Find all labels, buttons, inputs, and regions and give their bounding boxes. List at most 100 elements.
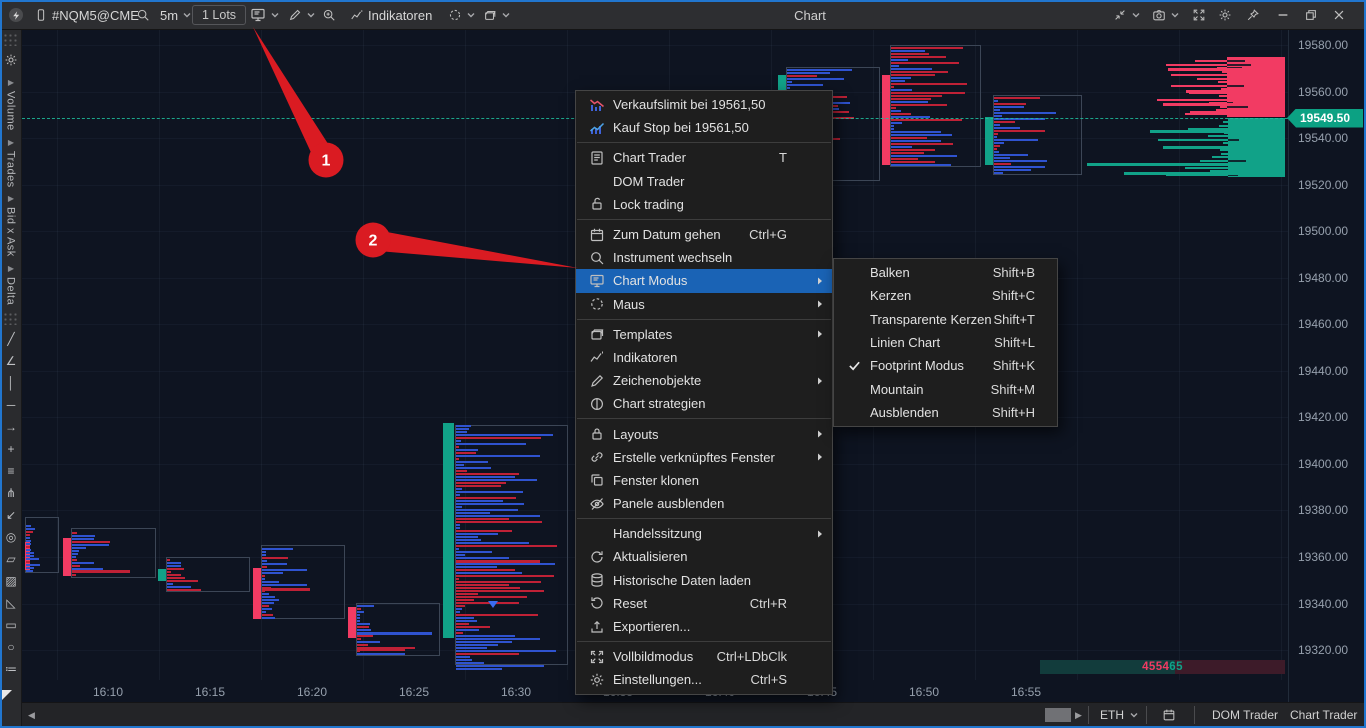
price-axis-label: 19540.00 <box>1298 131 1349 146</box>
drawing-tool-eraser-icon[interactable]: ▱ <box>6 552 16 567</box>
price-axis-label: 19520.00 <box>1298 177 1349 192</box>
indicators-button[interactable]: Indikatoren <box>350 0 432 30</box>
drawing-tool-rectangle-icon[interactable]: ▭ <box>5 618 17 633</box>
fullscreen-button[interactable] <box>1192 0 1206 30</box>
sidebar-panel-volume[interactable]: ▶ Volume <box>4 78 17 131</box>
menu-item-einstellungen[interactable]: Einstellungen... Ctrl+S <box>576 668 832 691</box>
menu-item-kauf-stop-bei-19561-50[interactable]: Kauf Stop bei 19561,50 <box>576 116 832 139</box>
menu-item-exportieren[interactable]: Exportieren... <box>576 615 832 638</box>
menu-item-historische-daten-laden[interactable]: Historische Daten laden <box>576 569 832 592</box>
menu-item-panele-ausblenden[interactable]: Panele ausblenden <box>576 492 832 515</box>
scrollbar-thumb[interactable] <box>1045 708 1071 722</box>
footprint-bar <box>456 437 541 439</box>
collapse-panel-button[interactable] <box>1113 0 1141 30</box>
menu-item-lock-trading[interactable]: Lock trading <box>576 193 832 216</box>
sidebar-panel-delta[interactable]: ▶ Delta <box>4 264 17 306</box>
menu-item-indikatoren[interactable]: Indikatoren <box>576 346 832 369</box>
scroll-right-arrow[interactable]: ▶ <box>1075 709 1082 720</box>
menu-item-zum-datum-gehen[interactable]: Zum Datum gehen Ctrl+G <box>576 223 832 246</box>
drawing-tool-horizontal-line-icon[interactable]: ─ <box>6 398 16 413</box>
footprint-bar <box>994 160 1047 162</box>
drawing-tool-hatch-icon[interactable]: ▨ <box>5 574 17 589</box>
settings-gear-icon[interactable] <box>1218 0 1232 30</box>
menu-item-chart-modus[interactable]: Chart Modus <box>576 269 832 293</box>
footprint-bar <box>456 638 540 640</box>
submenu-item-ausblenden[interactable]: Ausblenden Shift+H <box>870 404 1035 420</box>
menu-item-dom-trader[interactable]: DOM Trader <box>613 173 685 189</box>
drawing-tool-vertical-line-icon[interactable]: │ <box>7 376 15 391</box>
session-calendar-icon[interactable] <box>1162 703 1176 727</box>
phone-icon[interactable] <box>34 0 48 30</box>
drawing-tool-ruler-list-icon[interactable]: ≔ <box>5 662 17 677</box>
menu-item-aktualisieren[interactable]: Aktualisieren <box>576 545 832 568</box>
submenu-item-mountain[interactable]: Mountain Shift+M <box>870 381 1035 397</box>
menu-item-instrument-wechseln[interactable]: Instrument wechseln <box>576 246 832 269</box>
menu-item-reset[interactable]: Reset Ctrl+R <box>576 592 832 615</box>
submenu-item-footprint-modus[interactable]: Footprint Modus Shift+K <box>834 354 1057 377</box>
sidebar-panel-trades[interactable]: ▶ Trades <box>4 137 17 188</box>
price-axis[interactable]: 19580.00 19560.00 19540.00 19520.00 19500.00… <box>1287 30 1364 702</box>
menu-item-chart-strategien[interactable]: Chart strategien <box>576 392 832 415</box>
drawing-tool-text-circle-icon[interactable]: ◎ <box>5 530 17 545</box>
submenu-item-transparente-kerzen[interactable]: Transparente Kerzen Shift+T <box>870 311 1035 327</box>
footprint-bar <box>456 452 476 454</box>
panel-settings-gear-icon[interactable] <box>0 49 22 71</box>
current-price-badge: 19549.50 <box>1287 108 1363 128</box>
drawing-tool-pitchfork-icon[interactable]: ⋔ <box>5 486 17 501</box>
footprint-bar <box>787 69 852 71</box>
screenshot-button[interactable] <box>1152 0 1180 30</box>
candle-body <box>158 569 166 581</box>
footprint-bar <box>357 614 360 616</box>
symbol-label[interactable]: #NQM5@CME <box>52 7 139 23</box>
menu-item-chart-trader[interactable]: Chart Trader T <box>576 146 832 169</box>
menu-item-erstelle-verkn-pftes-fenster[interactable]: Erstelle verknüpftes Fenster <box>576 446 832 469</box>
menu-item-maus[interactable]: Maus <box>576 293 832 316</box>
submenu-item-balken[interactable]: Balken Shift+B <box>870 265 1035 281</box>
submenu-item-linien-chart[interactable]: Linien Chart Shift+L <box>870 335 1035 351</box>
scroll-left-arrow[interactable]: ◀ <box>28 709 35 720</box>
drawing-tools-button[interactable] <box>288 0 316 30</box>
menu-item-verkaufslimit-bei-19561-50[interactable]: Verkaufslimit bei 19561,50 <box>576 93 832 116</box>
drawing-tool-trend-arrow-icon[interactable]: ↙ <box>5 508 17 523</box>
chevron-right-icon <box>815 376 825 386</box>
drawing-tool-cross-icon[interactable]: + <box>7 442 15 457</box>
gridline-vertical <box>159 30 160 680</box>
minimize-button[interactable] <box>1276 0 1290 30</box>
menu-item-fenster-klonen[interactable]: Fenster klonen <box>576 469 832 492</box>
submenu-item-kerzen[interactable]: Kerzen Shift+C <box>870 288 1035 304</box>
drawing-tool-angle-icon[interactable]: ∠ <box>5 354 17 369</box>
drag-grip[interactable] <box>2 312 19 326</box>
sidebar-panel-bid-x-ask[interactable]: ▶ Bid x Ask <box>4 194 17 258</box>
menu-item-zeichenobjekte[interactable]: Zeichenobjekte <box>576 369 832 392</box>
chart-mode-button[interactable] <box>250 0 280 30</box>
drawing-tool-parallel-lines-icon[interactable]: ≡ <box>7 464 15 479</box>
timeframe-selector[interactable]: 5m <box>160 0 192 30</box>
close-button[interactable] <box>1332 0 1346 30</box>
menu-item-layouts[interactable]: Layouts <box>576 422 832 445</box>
search-icon[interactable] <box>136 0 150 30</box>
chart-trader-button[interactable]: Chart Trader <box>1290 708 1358 722</box>
dom-trader-button[interactable]: DOM Trader <box>1212 708 1279 722</box>
footprint-bar <box>456 650 556 652</box>
mouse-mode-button[interactable] <box>448 0 476 30</box>
lots-box[interactable]: 1 Lots <box>192 0 247 30</box>
templates-button[interactable] <box>483 0 511 30</box>
zoom-in-icon[interactable] <box>322 0 336 30</box>
pin-icon[interactable] <box>1246 0 1260 30</box>
bottom-status-bar: ◀ ▶ ETH DOM Trader Chart Trader <box>22 702 1364 726</box>
eye-off-icon <box>584 496 610 512</box>
menu-item-vollbildmodus[interactable]: Vollbildmodus Ctrl+LDbClk <box>576 645 832 668</box>
menu-item-handelssitzung[interactable]: Handelssitzung <box>576 522 832 545</box>
drawing-tool-triangle-icon[interactable]: ◺ <box>6 596 16 611</box>
drawing-tool-line-icon[interactable]: ╱ <box>7 332 15 347</box>
price-axis-label: 19480.00 <box>1298 270 1349 285</box>
gridline-vertical <box>57 30 58 680</box>
session-selector[interactable]: ETH <box>1100 703 1139 727</box>
drawing-tool-arrow-ray-icon[interactable]: → <box>5 420 17 435</box>
profile-gap <box>1227 85 1244 87</box>
menu-item-templates[interactable]: Templates <box>576 323 832 346</box>
drawing-tool-ellipse-icon[interactable]: ○ <box>7 640 15 655</box>
drag-grip[interactable] <box>2 33 19 46</box>
restore-button[interactable] <box>1304 0 1318 30</box>
app-logo-icon <box>8 0 24 30</box>
